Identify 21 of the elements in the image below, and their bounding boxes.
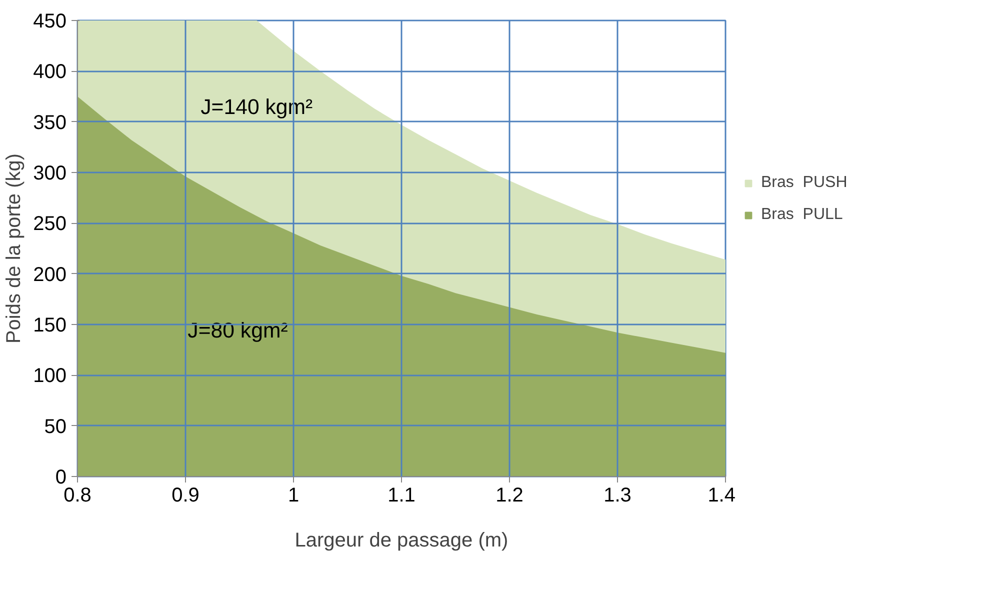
x-tick-label: 1 bbox=[288, 484, 300, 506]
y-tick-label: 100 bbox=[33, 365, 67, 388]
y-tick-label: 200 bbox=[33, 264, 67, 286]
y-tick-label: 150 bbox=[33, 314, 67, 336]
y-tick-label: 50 bbox=[44, 416, 67, 438]
y-tick-label: 400 bbox=[33, 61, 67, 84]
legend-label: Bras PUSH bbox=[761, 174, 848, 192]
x-axis-title: Largeur de passage (m) bbox=[294, 530, 508, 552]
y-tick-label: 250 bbox=[33, 213, 67, 236]
y-axis-title: Poids de la porte (kg) bbox=[3, 153, 26, 344]
x-tick-label: 0.8 bbox=[64, 484, 92, 506]
x-tick-label: 0.9 bbox=[172, 484, 200, 506]
y-tick-label: 0 bbox=[55, 466, 66, 488]
y-tick-label: 300 bbox=[33, 162, 67, 184]
y-tick-label: 350 bbox=[33, 112, 67, 134]
x-tick-label: 1.4 bbox=[708, 484, 736, 506]
legend-label: Bras PULL bbox=[761, 206, 843, 224]
x-tick-label: 1.3 bbox=[604, 484, 632, 506]
x-tick-label: 1.1 bbox=[388, 484, 416, 506]
x-tick-label: 1.2 bbox=[496, 484, 524, 506]
y-tick-label: 450 bbox=[33, 10, 67, 32]
